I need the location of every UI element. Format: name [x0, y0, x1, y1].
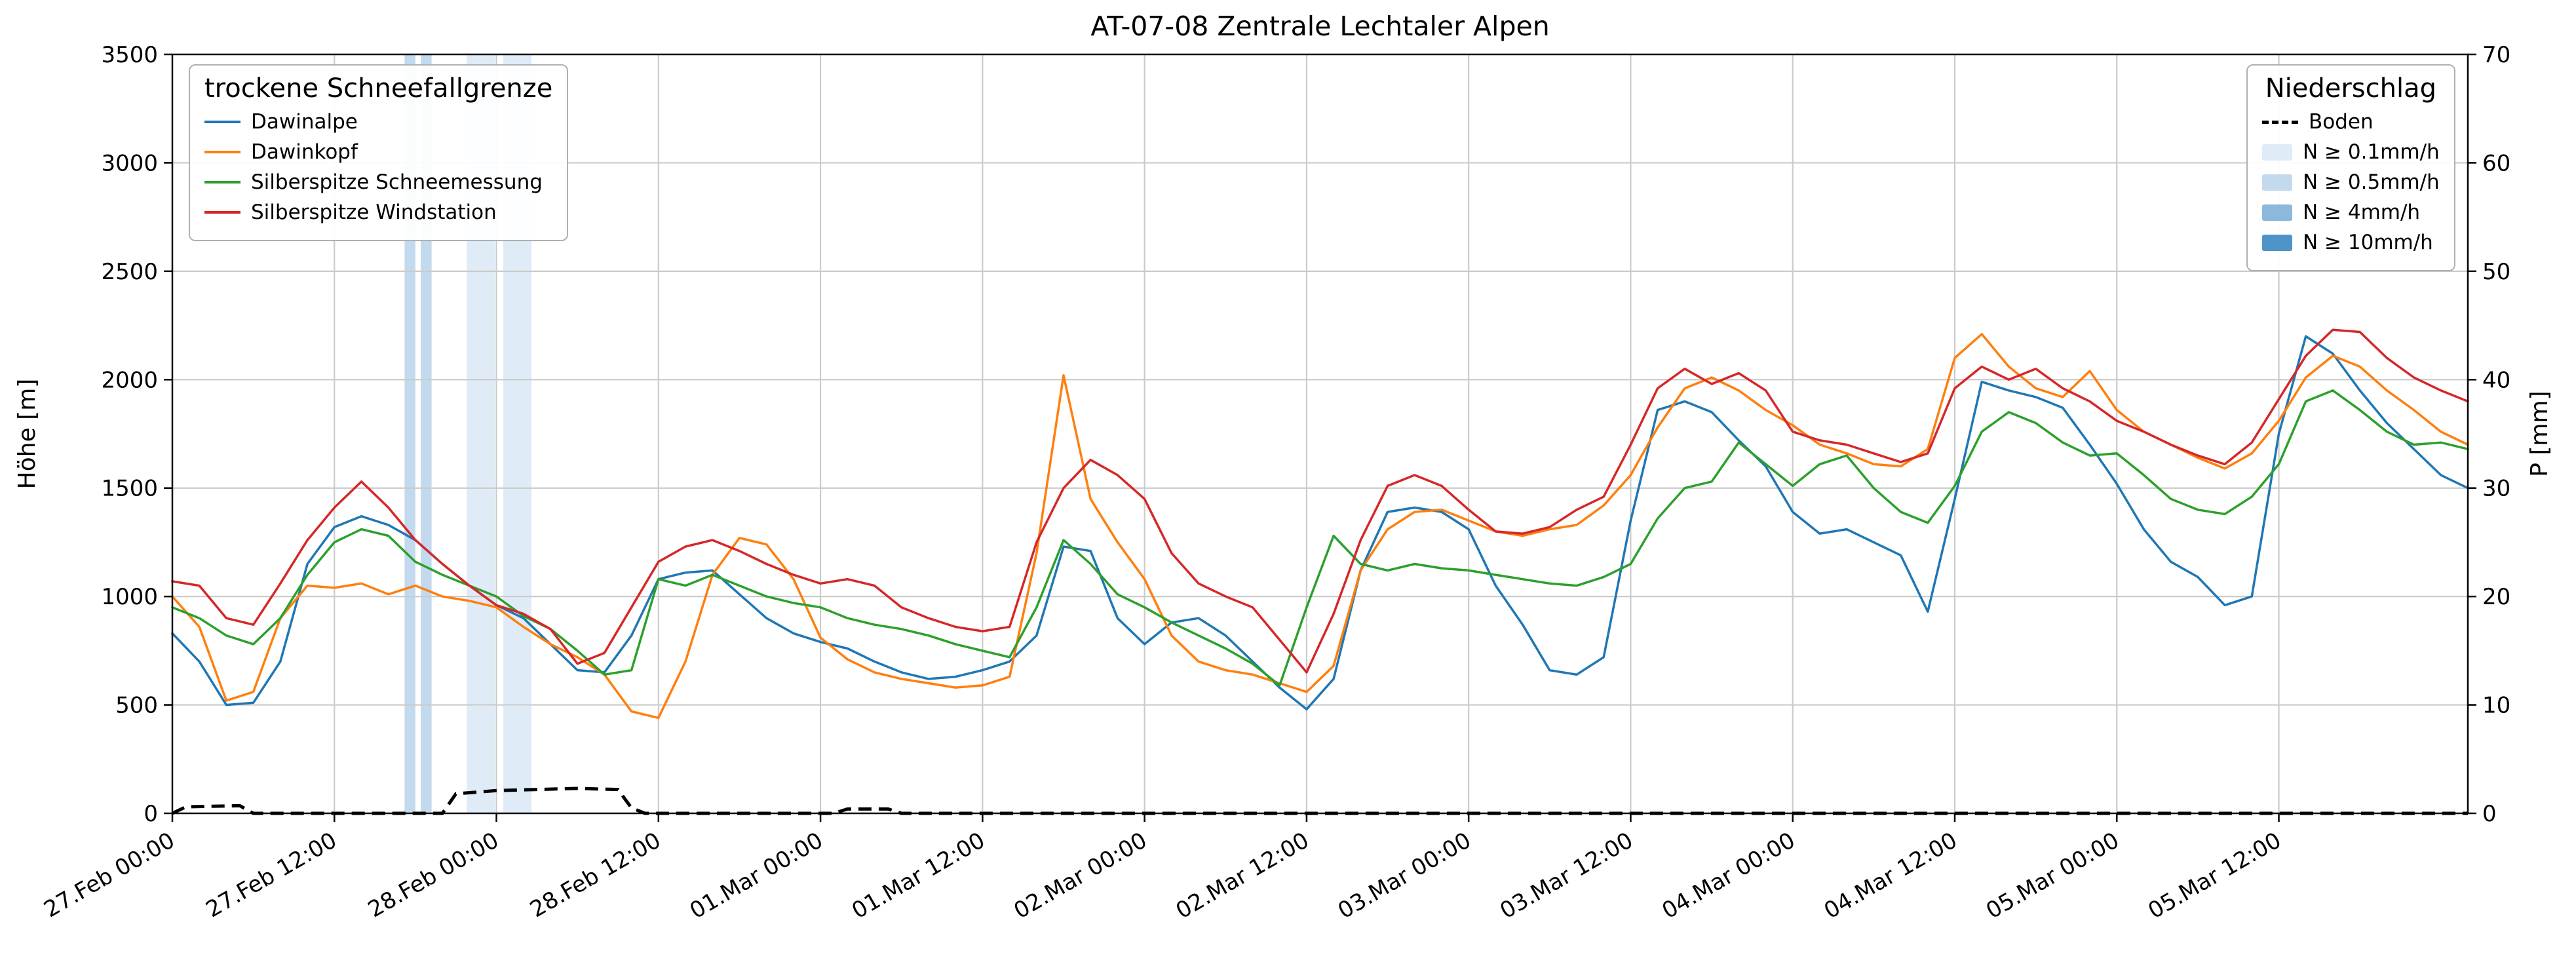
y-left-tick-label: 3000	[101, 150, 158, 176]
y-left-tick-label: 2000	[101, 367, 158, 393]
precip-band	[404, 54, 415, 813]
boden-line-swatch	[2262, 120, 2298, 124]
y-right-tick-label: 30	[2482, 476, 2510, 502]
x-tick-label: 01.Mar 12:00	[847, 827, 990, 924]
precip-4-swatch	[2262, 204, 2292, 221]
y-right-tick-label: 50	[2482, 259, 2510, 285]
legend-item-label: Silberspitze Schneemessung	[251, 170, 543, 194]
y-right-tick-label: 0	[2482, 801, 2497, 827]
silberspitze-windstation-line-swatch	[204, 211, 240, 214]
y-right-tick-label: 20	[2482, 584, 2510, 610]
y-right-axis-label: P [mm]	[2526, 391, 2553, 477]
x-tick-label: 04.Mar 00:00	[1658, 827, 1800, 924]
y-right-tick-label: 70	[2482, 42, 2510, 68]
legend-item-boden: Boden	[2262, 110, 2440, 134]
y-left-tick-label: 1000	[101, 584, 158, 610]
legend-item-dawinalpe: Dawinalpe	[204, 110, 552, 134]
legend-item-precip-10: N ≥ 10mm/h	[2262, 231, 2440, 254]
legend-snowline: trockene Schneefallgrenze Dawinalpe Dawi…	[189, 64, 569, 241]
y-left-axis-label: Höhe [m]	[14, 378, 41, 490]
y-left-tick-label: 500	[115, 693, 158, 719]
series-line-dawinkopf	[171, 333, 2469, 720]
dawinalpe-line-swatch	[204, 121, 240, 123]
y-left-tick-label: 2500	[101, 259, 158, 285]
dawinkopf-line-swatch	[204, 151, 240, 153]
legend-item-label: Dawinkopf	[251, 140, 358, 164]
x-tick-label: 28.Feb 12:00	[526, 827, 665, 923]
legend-precip: Niederschlag Boden N ≥ 0.1mm/h N ≥ 0.5mm…	[2246, 64, 2455, 271]
series-line-silberspitze-windstation	[171, 328, 2469, 674]
x-tick-label: 28.Feb 00:00	[364, 827, 503, 923]
series-line-silberspitze-schneemessung	[171, 389, 2469, 687]
precip-01-swatch	[2262, 144, 2292, 161]
legend-item-precip-01: N ≥ 0.1mm/h	[2262, 140, 2440, 164]
y-right-tick-label: 40	[2482, 367, 2510, 393]
legend-item-precip-05: N ≥ 0.5mm/h	[2262, 170, 2440, 194]
y-left-tick-label: 0	[144, 801, 158, 827]
precip-band	[421, 54, 432, 813]
legend-item-label: N ≥ 0.5mm/h	[2303, 170, 2440, 194]
x-tick-label: 03.Mar 12:00	[1495, 827, 1638, 924]
legend-item-label: Silberspitze Windstation	[251, 201, 497, 224]
y-left-tick-label: 3500	[101, 42, 158, 68]
legend-precip-title: Niederschlag	[2265, 73, 2436, 104]
x-tick-label: 05.Mar 12:00	[2143, 827, 2286, 924]
legend-item-label: Dawinalpe	[251, 110, 358, 134]
legend-item-precip-4: N ≥ 4mm/h	[2262, 201, 2440, 224]
precip-05-swatch	[2262, 174, 2292, 191]
y-right-tick-label: 10	[2482, 693, 2510, 719]
legend-item-label: N ≥ 4mm/h	[2303, 201, 2421, 224]
plot-border	[171, 53, 2469, 815]
series-line-dawinalpe	[171, 335, 2469, 710]
x-tick-label: 27.Feb 12:00	[202, 827, 341, 923]
legend-item-silberspitze-windstation: Silberspitze Windstation	[204, 201, 552, 224]
x-tick-label: 02.Mar 00:00	[1010, 827, 1152, 924]
x-tick-label: 01.Mar 00:00	[685, 827, 828, 924]
chart-title: AT-07-08 Zentrale Lechtaler Alpen	[1090, 10, 1550, 42]
legend-item-label: N ≥ 10mm/h	[2303, 231, 2433, 254]
legend-item-label: N ≥ 0.1mm/h	[2303, 140, 2440, 164]
x-tick-label: 27.Feb 00:00	[39, 827, 179, 923]
x-tick-label: 03.Mar 00:00	[1334, 827, 1476, 924]
legend-item-dawinkopf: Dawinkopf	[204, 140, 552, 164]
x-tick-label: 02.Mar 12:00	[1172, 827, 1314, 924]
precip-10-swatch	[2262, 234, 2292, 251]
legend-item-silberspitze-schneemessung: Silberspitze Schneemessung	[204, 170, 552, 194]
y-left-tick-label: 1500	[101, 476, 158, 502]
legend-snowline-title: trockene Schneefallgrenze	[204, 73, 553, 104]
x-tick-label: 04.Mar 12:00	[1820, 827, 1962, 924]
boden-precip-line	[171, 786, 2468, 815]
silberspitze-schneemessung-line-swatch	[204, 181, 240, 184]
y-right-tick-label: 60	[2482, 150, 2510, 176]
legend-item-label: Boden	[2309, 110, 2374, 134]
x-tick-label: 05.Mar 00:00	[1982, 827, 2124, 924]
